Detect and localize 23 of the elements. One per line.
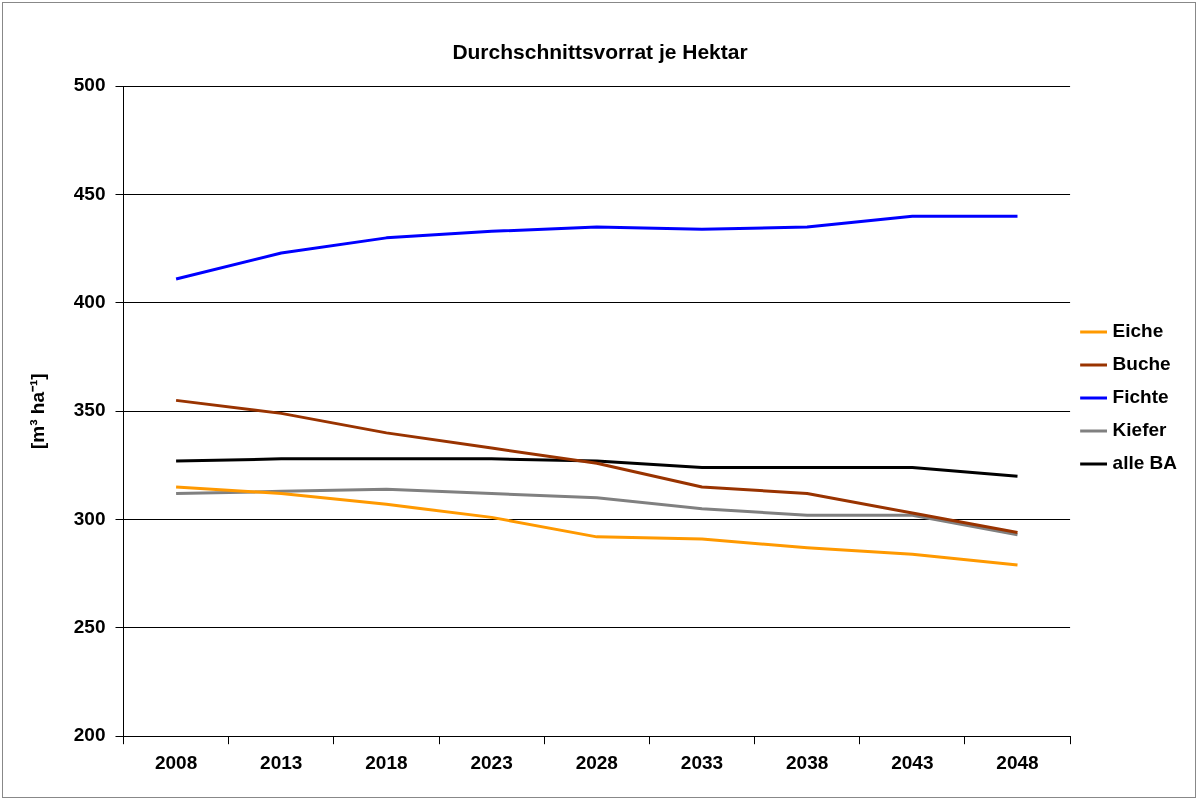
x-tick-label: 2013 — [260, 751, 303, 773]
y-tick-label: 250 — [73, 616, 106, 638]
x-tick-label: 2038 — [786, 751, 829, 773]
x-tick-label: 2028 — [575, 751, 618, 773]
x-tick-label: 2018 — [365, 751, 408, 773]
chart-title: Durchschnittsvorrat je Hektar — [452, 40, 748, 64]
y-tick-label: 200 — [73, 724, 106, 746]
legend-label: Buche — [1112, 353, 1171, 375]
x-tick-label: 2033 — [680, 751, 724, 773]
y-tick-label: 500 — [73, 74, 106, 96]
legend-label: Fichte — [1112, 386, 1169, 408]
y-axis-title: [m³ ha⁻¹] — [26, 373, 48, 450]
legend-label: Eiche — [1112, 320, 1164, 342]
x-tick-label: 2008 — [154, 751, 198, 773]
y-tick-label: 350 — [73, 399, 106, 421]
legend-label: Kiefer — [1112, 419, 1168, 441]
y-tick-label: 300 — [73, 507, 106, 529]
y-tick-label: 450 — [73, 182, 106, 204]
x-tick-label: 2023 — [470, 751, 513, 773]
x-tick-label: 2048 — [996, 751, 1039, 773]
y-tick-label: 400 — [73, 291, 106, 313]
legend-label: alle BA — [1112, 452, 1178, 474]
x-tick-label: 2043 — [891, 751, 934, 773]
